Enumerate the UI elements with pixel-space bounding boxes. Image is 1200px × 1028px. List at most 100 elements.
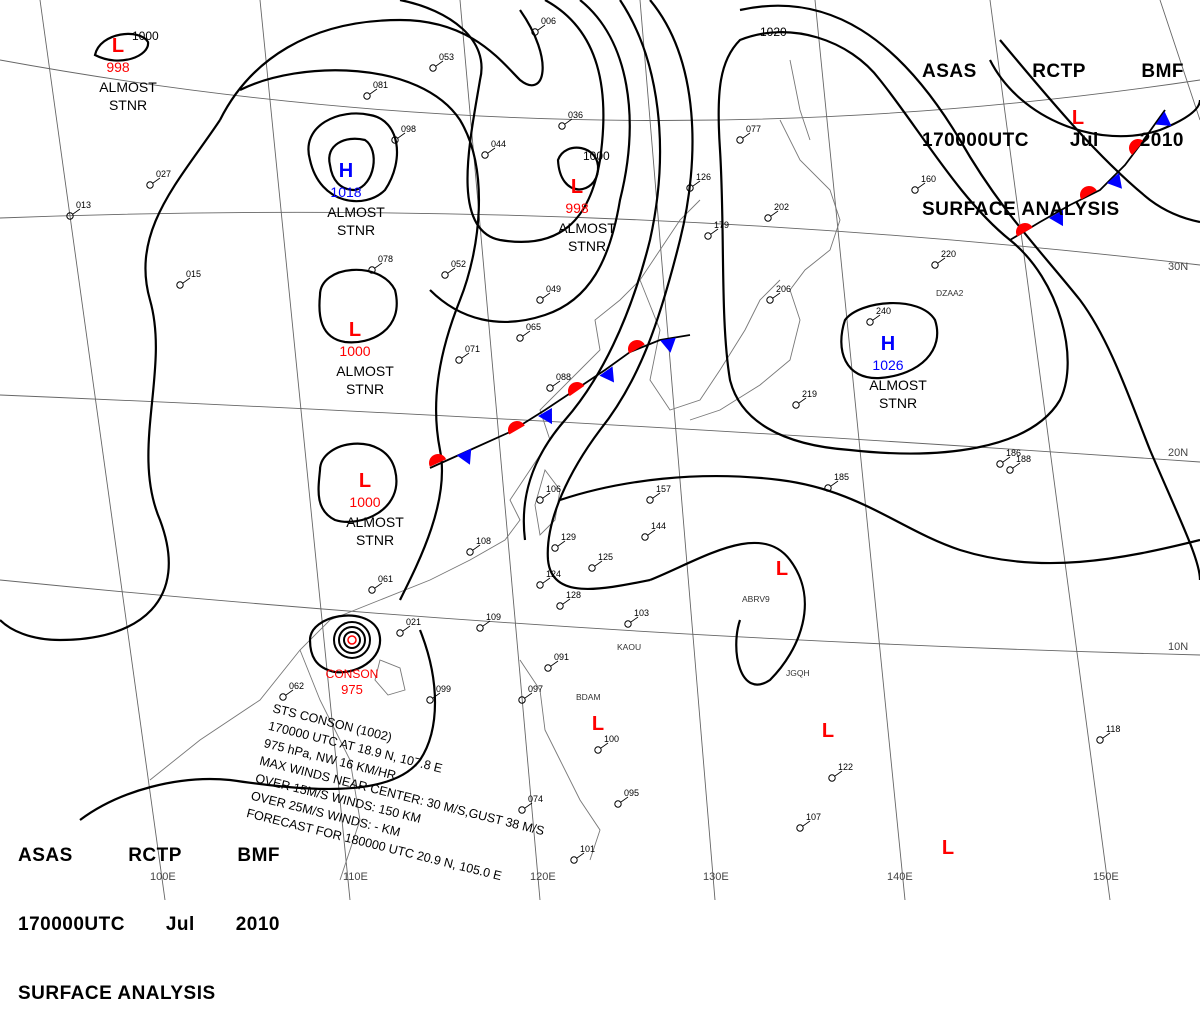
low-pressure-center: L	[359, 470, 371, 492]
station-circle	[704, 232, 712, 240]
station-value: 044	[491, 139, 506, 149]
station-circle	[368, 266, 376, 274]
station-value: 179	[714, 220, 729, 230]
front-pacific-symbol	[1049, 210, 1063, 227]
station-circle	[614, 800, 622, 808]
station-circle	[551, 544, 559, 552]
station-circle	[146, 181, 154, 189]
warm-front-symbol	[1080, 186, 1097, 200]
isobar-label: 1000	[132, 29, 159, 43]
station-circle	[544, 664, 552, 672]
station-value: 027	[156, 169, 171, 179]
warm-front-symbol	[1016, 223, 1033, 237]
wind-barb	[522, 330, 531, 337]
station-circle	[594, 746, 602, 754]
front-pacific-symbol	[1155, 111, 1172, 127]
station-value: 065	[526, 322, 541, 332]
wind-barb	[285, 689, 294, 696]
front-china	[429, 334, 691, 469]
typhoon-symbol	[333, 621, 371, 659]
wind-barb	[461, 352, 470, 359]
wind-barb	[772, 292, 781, 299]
front-china-symbol	[599, 366, 615, 383]
wind-barb	[397, 132, 406, 139]
front-china-symbol	[660, 337, 676, 353]
station-value: 099	[436, 684, 451, 694]
isobar-ne-low	[989, 59, 1200, 138]
weather-map: 1000 1000 1020 L 998 ALMOST STNR H 1018 ALMOST STN…	[0, 0, 1200, 900]
movement-note: ALMOST	[99, 79, 157, 95]
latitude-label: 10N	[1168, 641, 1188, 653]
wind-barb	[402, 625, 411, 632]
station-value: 129	[561, 532, 576, 542]
isobar-high-inner	[328, 137, 375, 192]
wind-barb	[620, 796, 629, 803]
storm-pressure: 975	[341, 682, 363, 697]
wind-barb	[552, 380, 561, 387]
meridian-130e	[639, 0, 716, 900]
header-time: 170000UTC	[18, 914, 125, 935]
wind-barb	[1102, 732, 1111, 739]
station-circle	[426, 696, 434, 704]
station-code: JGQH	[786, 668, 810, 678]
station-value: 202	[774, 202, 789, 212]
station-value: 036	[568, 110, 583, 120]
isobar-big-3	[429, 0, 631, 323]
station-circle	[570, 856, 578, 864]
station-circle	[996, 460, 1004, 468]
station-circle	[279, 693, 287, 701]
station-circle	[1096, 736, 1104, 744]
wind-barb	[770, 210, 779, 217]
header-bottom-left: ASAS RCTP BMF 170000UTC Jul 2010 SURFACE…	[18, 798, 280, 1028]
station-circle	[396, 629, 404, 637]
station-value: 185	[834, 472, 849, 482]
station-code: BDAM	[576, 692, 601, 702]
cold-front-symbol	[1049, 210, 1063, 227]
coast-indochina	[299, 649, 361, 881]
movement-note: ALMOST	[336, 363, 394, 379]
isobar-east-outer	[739, 4, 1200, 581]
station-value: 144	[651, 521, 666, 531]
isobar-big-1	[219, 9, 544, 121]
station-circle	[518, 696, 526, 704]
cold-front-symbol	[456, 448, 472, 465]
isobar-south-1	[559, 474, 1200, 565]
station-value: 013	[76, 200, 91, 210]
isobar-1020	[717, 31, 1069, 455]
station-circle	[176, 281, 184, 289]
station-value: 219	[802, 389, 817, 399]
front-pacific-symbol	[1016, 223, 1033, 237]
station-value: 206	[776, 284, 791, 294]
wind-barb	[557, 540, 566, 547]
wind-barb	[542, 292, 551, 299]
station-value: 061	[378, 574, 393, 584]
movement-note: ALMOST	[327, 204, 385, 220]
station-circle	[792, 401, 800, 409]
warm-front-symbol	[568, 382, 585, 397]
station-circle	[476, 624, 484, 632]
isobar-low-1000a	[318, 268, 398, 344]
cold-front-symbol	[1106, 172, 1122, 189]
wind-barb	[482, 620, 491, 627]
station-value: 240	[876, 306, 891, 316]
pressure-value: 1000	[339, 343, 370, 359]
station-value: 049	[546, 284, 561, 294]
longitude-label: 110E	[343, 871, 368, 883]
station-value: 118	[1106, 724, 1120, 734]
storm-name: CONSON	[326, 667, 379, 681]
station-value: 160	[921, 174, 936, 184]
high-pressure-center: H	[881, 333, 895, 355]
isobar-nw-low	[93, 32, 150, 62]
station-code: ABRV9	[742, 594, 770, 604]
station-circle	[824, 484, 832, 492]
front-pacific-symbol	[1106, 172, 1122, 189]
station-value: 052	[451, 259, 466, 269]
cold-front-symbol	[599, 366, 615, 383]
wind-barb	[576, 852, 585, 859]
header-year: 2010	[235, 914, 280, 935]
isobar-south-2	[79, 629, 437, 821]
station-code: KAOU	[617, 642, 641, 652]
front-pacific-symbol	[1129, 139, 1144, 155]
meridian-100e	[39, 0, 166, 900]
front-china-symbol	[628, 340, 645, 354]
